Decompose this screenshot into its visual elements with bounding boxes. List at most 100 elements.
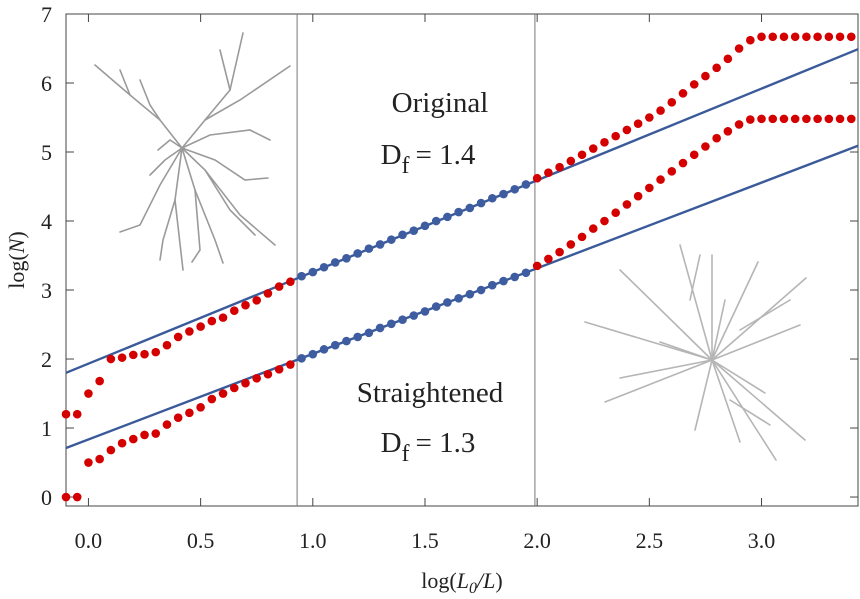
data-point	[555, 247, 564, 257]
data-point	[768, 114, 778, 124]
data-point	[465, 203, 475, 213]
annotation-value: = 1.4	[416, 139, 476, 171]
data-point	[173, 332, 183, 342]
data-point	[409, 311, 419, 320]
data-point	[353, 249, 362, 258]
data-point	[701, 71, 710, 81]
annotation-value: = 1.3	[416, 427, 476, 459]
data-point	[218, 389, 228, 398]
x-tick-label: 0.5	[187, 528, 215, 553]
data-point	[768, 32, 778, 42]
data-point	[342, 336, 351, 346]
data-point	[824, 32, 834, 42]
data-point	[117, 353, 127, 362]
data-point	[835, 114, 845, 124]
data-point	[162, 420, 172, 429]
data-point	[409, 226, 419, 235]
data-point	[600, 138, 609, 147]
data-point	[802, 32, 811, 42]
data-point	[173, 413, 183, 422]
data-point	[319, 262, 329, 272]
data-point	[207, 394, 217, 404]
data-point	[420, 221, 430, 231]
x-label-part: L	[456, 568, 469, 593]
data-point	[667, 167, 677, 176]
data-point	[95, 454, 104, 464]
data-point	[779, 114, 789, 124]
y-tick-label: 3	[41, 278, 52, 303]
y-tick-label: 0	[41, 485, 52, 510]
data-point	[588, 144, 598, 153]
data-point	[454, 207, 463, 217]
data-point	[701, 142, 710, 151]
data-point	[387, 319, 396, 329]
data-point	[802, 114, 811, 124]
data-point	[162, 340, 172, 350]
data-point	[431, 216, 441, 226]
data-point	[185, 327, 194, 336]
data-point	[151, 347, 161, 357]
data-point	[387, 235, 396, 244]
x-tick-label: 2.0	[523, 528, 551, 553]
x-label-part: log(	[421, 568, 456, 593]
data-point	[61, 492, 71, 502]
data-point	[656, 106, 665, 115]
data-point	[723, 54, 733, 64]
data-point	[140, 349, 149, 359]
data-point	[790, 32, 800, 42]
data-point	[566, 156, 576, 166]
x-label-part: 0	[469, 580, 477, 597]
annotation-subscript: f	[402, 153, 410, 179]
data-point	[846, 32, 856, 42]
data-point	[577, 232, 587, 242]
data-point	[487, 280, 497, 290]
data-point	[667, 98, 677, 107]
data-point	[846, 114, 856, 124]
data-point	[364, 244, 374, 253]
data-point	[835, 32, 845, 42]
annotation-subscript: f	[402, 441, 410, 467]
data-point	[364, 328, 374, 338]
data-point	[297, 354, 306, 363]
data-point	[678, 89, 688, 98]
data-point	[252, 374, 262, 383]
plot-frame	[65, 13, 859, 507]
data-point	[645, 183, 654, 193]
data-point	[129, 434, 138, 444]
data-point	[398, 315, 407, 324]
data-point	[218, 313, 228, 322]
x-axis-label: log(L0/L)	[421, 568, 502, 597]
data-point	[95, 376, 104, 386]
data-point	[645, 113, 654, 122]
data-point	[824, 114, 834, 124]
data-point	[656, 175, 665, 184]
data-point	[465, 289, 475, 299]
inset-neuron-original	[94, 32, 291, 271]
y-label-part: )	[4, 231, 29, 238]
y-axis-label: log(N)	[4, 231, 29, 288]
data-point	[330, 340, 340, 350]
data-point	[622, 200, 632, 209]
y-tick-label: 1	[41, 416, 52, 441]
data-point	[151, 429, 161, 438]
data-point	[746, 115, 755, 124]
data-point	[712, 133, 721, 143]
data-point	[476, 285, 486, 295]
data-point	[757, 114, 766, 124]
x-label-part: )	[495, 568, 502, 593]
data-point	[532, 261, 542, 271]
data-point	[510, 184, 520, 194]
data-point	[487, 193, 497, 203]
data-point	[544, 254, 553, 264]
data-point	[689, 80, 699, 89]
data-point	[330, 258, 340, 267]
data-point	[611, 208, 620, 218]
data-point	[689, 150, 699, 160]
data-point	[566, 240, 576, 249]
data-point	[521, 268, 531, 278]
data-point	[274, 282, 284, 291]
data-point	[61, 409, 71, 419]
data-point	[555, 162, 564, 172]
annotation-symbol: D	[381, 139, 402, 171]
